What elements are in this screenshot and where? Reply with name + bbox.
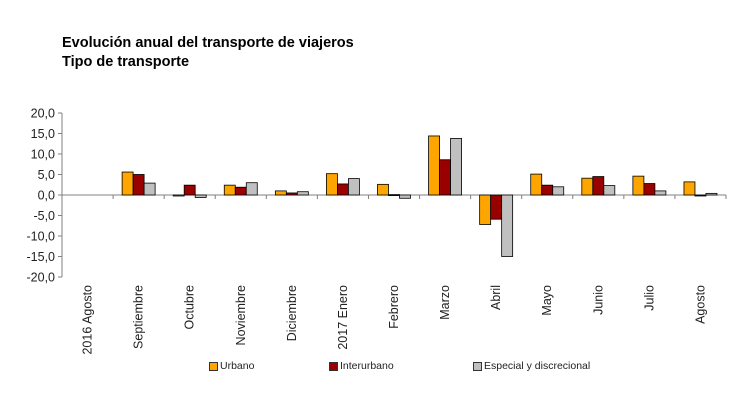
bar-especial-y-discrecional	[603, 185, 616, 196]
bar-especial-y-discrecional	[552, 186, 565, 196]
bar-urbano	[479, 194, 492, 225]
legend-swatch-urbano	[209, 361, 218, 371]
chart-title-line: Evolución anual del transporte de viajer…	[62, 35, 354, 51]
bar-urbano	[377, 183, 389, 196]
y-tick-label: -5,0	[33, 209, 55, 223]
y-tick-label: 10,0	[31, 148, 55, 162]
chart-title: Evolución anual del transporte de viajer…	[62, 34, 354, 72]
bar-interurbano	[388, 194, 400, 196]
bar-interurbano	[183, 184, 196, 196]
chart-subtitle: Tipo de transporte	[62, 54, 190, 70]
legend-item-interurbano: Interurbano	[329, 360, 394, 372]
bar-especial-y-discrecional	[245, 182, 258, 196]
x-category-label: Septiembre	[132, 285, 146, 349]
bar-interurbano	[541, 184, 554, 196]
x-category-label: Abril	[489, 285, 503, 310]
bar-interurbano	[490, 194, 503, 220]
legend-swatch-interurbano	[329, 361, 338, 371]
x-category-label: Diciembre	[285, 285, 299, 341]
x-category-label: Agosto	[693, 285, 707, 324]
legend-label-especial: Especial y discrecional	[484, 360, 591, 372]
legend-item-especial: Especial y discrecional	[473, 360, 590, 372]
x-category-label: 2016 Agosto	[81, 285, 95, 355]
y-tick-label: 15,0	[31, 127, 55, 141]
bar-urbano	[581, 177, 594, 196]
bar-especial-y-discrecional	[399, 194, 411, 199]
x-category-label: Mayo	[540, 285, 554, 316]
bar-especial-y-discrecional	[501, 194, 514, 257]
bar-interurbano	[592, 176, 605, 196]
bar-interurbano	[285, 192, 298, 196]
bar-interurbano	[337, 183, 349, 196]
bar-urbano	[530, 173, 543, 196]
bar-urbano	[632, 175, 645, 196]
y-tick-label: -20,0	[27, 271, 56, 285]
x-category-label: Octubre	[183, 285, 197, 330]
bar-especial-y-discrecional	[450, 138, 462, 196]
legend-item-urbano: Urbano	[209, 360, 254, 372]
y-tick-label: 0,0	[38, 189, 55, 203]
legend-label-urbano: Urbano	[220, 360, 255, 372]
bar-interurbano	[234, 186, 247, 196]
bar-especial-y-discrecional	[654, 190, 667, 196]
x-category-label: Marzo	[438, 285, 452, 320]
legend-swatch-especial	[473, 361, 482, 371]
bar-urbano	[172, 194, 185, 197]
bar-especial-y-discrecional	[296, 191, 309, 196]
bar-urbano	[274, 190, 287, 196]
bar-especial-y-discrecional	[348, 178, 360, 196]
bar-especial-y-discrecional	[143, 182, 156, 196]
x-category-label: 2017 Enero	[336, 285, 350, 350]
x-category-label: Febrero	[387, 285, 401, 329]
bar-urbano	[121, 171, 134, 196]
bar-urbano	[428, 135, 440, 196]
y-tick-label: -10,0	[27, 230, 56, 244]
x-category-label: Noviembre	[234, 285, 248, 345]
bar-urbano	[683, 181, 696, 196]
bar-interurbano	[694, 194, 707, 197]
bar-especial-y-discrecional	[194, 194, 207, 198]
bar-urbano	[223, 184, 236, 196]
bar-especial-y-discrecional	[705, 192, 718, 196]
y-tick-label: -15,0	[27, 250, 56, 264]
bar-interurbano	[132, 174, 145, 196]
bar-urbano	[326, 173, 338, 196]
bar-interurbano	[439, 159, 451, 196]
legend-label-interurbano: Interurbano	[340, 360, 394, 372]
x-category-label: Junio	[591, 285, 605, 315]
x-category-label: Julio	[642, 285, 656, 311]
y-tick-label: 20,0	[31, 107, 55, 121]
y-tick-label: 5,0	[38, 168, 55, 182]
bar-interurbano	[643, 183, 656, 196]
